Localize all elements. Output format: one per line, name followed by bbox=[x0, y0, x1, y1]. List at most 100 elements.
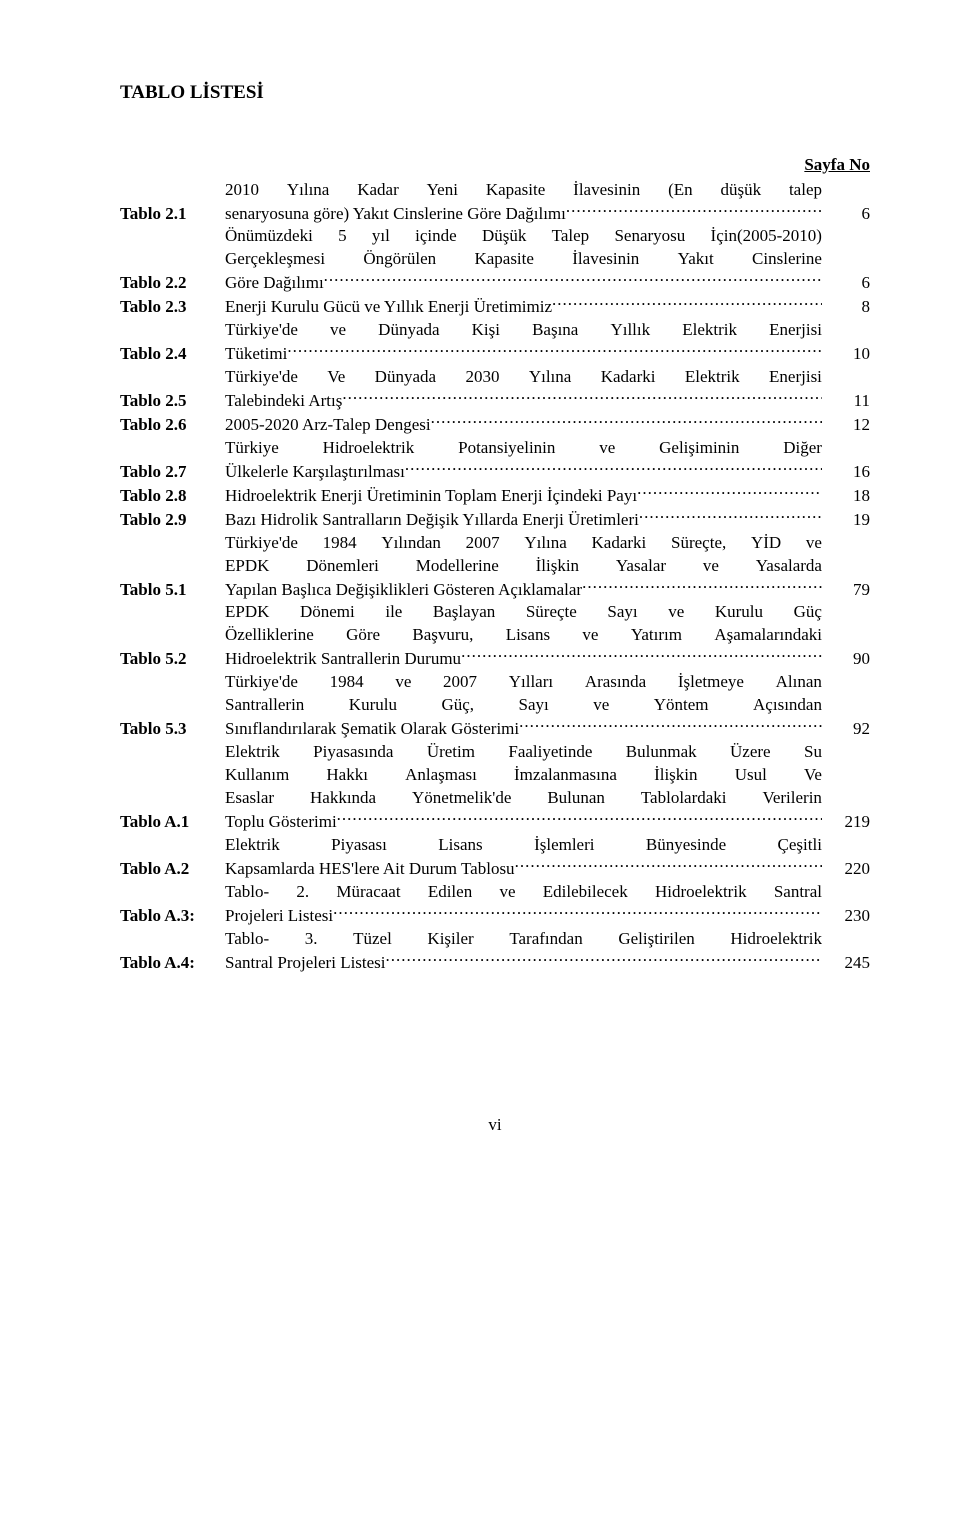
toc-text: ElektrikPiyasasındaÜretimFaaliyetindeBul… bbox=[225, 741, 822, 834]
toc-entry: Tablo 2.12010YılınaKadarYeniKapasiteİlav… bbox=[120, 179, 870, 226]
toc-text: Türkiye'deveDünyadaKişiBaşınaYıllıkElekt… bbox=[225, 319, 822, 366]
toc-line: KullanımHakkıAnlaşmasıİmzalanmasınaİlişk… bbox=[225, 764, 822, 787]
toc-entry: Tablo 5.2EPDKDönemiileBaşlayanSüreçteSay… bbox=[120, 601, 870, 671]
dot-leader bbox=[519, 717, 822, 734]
dot-leader bbox=[461, 647, 822, 664]
toc-line: ElektrikPiyasasındaÜretimFaaliyetindeBul… bbox=[225, 741, 822, 764]
toc-entry: Tablo 2.4Türkiye'deveDünyadaKişiBaşınaYı… bbox=[120, 319, 870, 366]
toc-text: Tablo-3.TüzelKişilerTarafındanGeliştiril… bbox=[225, 928, 822, 975]
toc-page-number: 79 bbox=[822, 579, 870, 602]
toc-entry: Tablo 2.2Önümüzdeki5yıliçindeDüşükTalepS… bbox=[120, 225, 870, 295]
toc-page-number: 11 bbox=[822, 390, 870, 413]
toc-last-text: Yapılan Başlıca Değişiklikleri Gösteren … bbox=[225, 579, 582, 602]
toc-last-text: Hidroelektrik Enerji Üretiminin Toplam E… bbox=[225, 485, 637, 508]
toc-last-text: Santral Projeleri Listesi bbox=[225, 952, 386, 975]
toc-line: ElektrikPiyasasıLisansİşlemleriBünyesind… bbox=[225, 834, 822, 857]
dot-leader bbox=[333, 904, 822, 921]
toc-entry: Tablo A.1 ElektrikPiyasasındaÜretimFaaliy… bbox=[120, 741, 870, 834]
dot-leader bbox=[637, 484, 822, 501]
toc-page-number: 220 bbox=[822, 858, 870, 881]
toc-entry: Tablo 2.3Enerji Kurulu Gücü ve Yıllık En… bbox=[120, 295, 870, 319]
page-footer-number: vi bbox=[120, 1114, 870, 1137]
toc-last-text: Göre Dağılımı bbox=[225, 272, 324, 295]
toc-text: Tablo-2.MüracaatEdilenveEdilebilecekHidr… bbox=[225, 881, 822, 928]
toc-page-number: 16 bbox=[822, 461, 870, 484]
toc-page-number: 6 bbox=[822, 272, 870, 295]
dot-leader bbox=[552, 295, 822, 312]
toc-last-text: Sınıflandırılarak Şematik Olarak Gösteri… bbox=[225, 718, 519, 741]
toc-label: Tablo 5.1 bbox=[120, 579, 225, 602]
dot-leader bbox=[431, 413, 822, 430]
toc-page-number: 230 bbox=[822, 905, 870, 928]
dot-leader bbox=[515, 857, 822, 874]
toc-last-text: Hidroelektrik Santrallerin Durumu bbox=[225, 648, 461, 671]
toc-label: Tablo A.4: bbox=[120, 952, 225, 975]
toc-text: ElektrikPiyasasıLisansİşlemleriBünyesind… bbox=[225, 834, 822, 881]
toc-last-text: 2005-2020 Arz-Talep Dengesi bbox=[225, 414, 431, 437]
toc-label: Tablo 2.6 bbox=[120, 414, 225, 437]
toc-line: EPDKDönemleriModellerineİlişkinYasalarve… bbox=[225, 555, 822, 578]
toc-last-text: Kapsamlarda HES'lere Ait Durum Tablosu bbox=[225, 858, 515, 881]
toc-label: Tablo A.1 bbox=[120, 811, 225, 834]
toc-entry: Tablo 2.7TürkiyeHidroelektrikPotansiyeli… bbox=[120, 437, 870, 484]
toc-text: 2010YılınaKadarYeniKapasiteİlavesinin(En… bbox=[225, 179, 822, 226]
page-no-label: Sayfa No bbox=[120, 154, 870, 177]
toc-entry: Tablo 2.62005-2020 Arz-Talep Dengesi 12 bbox=[120, 413, 870, 437]
toc-entry: Tablo 2.8Hidroelektrik Enerji Üretiminin… bbox=[120, 484, 870, 508]
toc-line: EsaslarHakkındaYönetmelik'deBulunanTablo… bbox=[225, 787, 822, 810]
toc-line: Türkiye'de1984ve2007YıllarıArasındaİşlet… bbox=[225, 671, 822, 694]
toc-text: Türkiye'de1984Yılından2007YılınaKadarkiS… bbox=[225, 532, 822, 602]
toc-label: Tablo 2.2 bbox=[120, 272, 225, 295]
toc-label: Tablo 2.8 bbox=[120, 485, 225, 508]
toc-line: SantrallerinKuruluGüç,SayıveYöntemAçısın… bbox=[225, 694, 822, 717]
toc-last-text: Tüketimi bbox=[225, 343, 287, 366]
toc-text: EPDKDönemiileBaşlayanSüreçteSayıveKurulu… bbox=[225, 601, 822, 671]
dot-leader bbox=[287, 342, 822, 359]
toc-last-text: Toplu Gösterimi bbox=[225, 811, 337, 834]
toc-page-number: 90 bbox=[822, 648, 870, 671]
toc-entry: Tablo A.2ElektrikPiyasasıLisansİşlemleri… bbox=[120, 834, 870, 881]
toc-page-number: 19 bbox=[822, 509, 870, 532]
toc-last-text: senaryosuna göre) Yakıt Cinslerine Göre … bbox=[225, 203, 566, 226]
toc-label: Tablo 2.4 bbox=[120, 343, 225, 366]
toc-text: Önümüzdeki5yıliçindeDüşükTalepSenaryosuİ… bbox=[225, 225, 822, 295]
toc-entry: Tablo 5.3 Türkiye'de1984ve2007YıllarıAras… bbox=[120, 671, 870, 741]
toc-page-number: 12 bbox=[822, 414, 870, 437]
dot-leader bbox=[386, 951, 822, 968]
toc-line: EPDKDönemiileBaşlayanSüreçteSayıveKurulu… bbox=[225, 601, 822, 624]
toc-entry: Tablo A.3:Tablo-2.MüracaatEdilenveEdileb… bbox=[120, 881, 870, 928]
toc-line: ÖzelliklerineGöreBaşvuru,LisansveYatırım… bbox=[225, 624, 822, 647]
toc-label: Tablo 2.5 bbox=[120, 390, 225, 413]
toc-entry: Tablo 2.9Bazı Hidrolik Santralların Deği… bbox=[120, 508, 870, 532]
dot-leader bbox=[324, 271, 822, 288]
page-title: TABLO LİSTESİ bbox=[120, 80, 870, 106]
toc-text: Enerji Kurulu Gücü ve Yıllık Enerji Üret… bbox=[225, 295, 822, 319]
toc-last-text: Talebindeki Artış bbox=[225, 390, 342, 413]
toc-text: TürkiyeHidroelektrikPotansiyelininveGeli… bbox=[225, 437, 822, 484]
toc-page-number: 245 bbox=[822, 952, 870, 975]
toc-page-number: 8 bbox=[822, 296, 870, 319]
toc-page-number: 6 bbox=[822, 203, 870, 226]
toc-page-number: 18 bbox=[822, 485, 870, 508]
toc-line: Tablo-2.MüracaatEdilenveEdilebilecekHidr… bbox=[225, 881, 822, 904]
toc-label: Tablo 2.7 bbox=[120, 461, 225, 484]
toc-text: Türkiye'de1984ve2007YıllarıArasındaİşlet… bbox=[225, 671, 822, 741]
toc-page-number: 219 bbox=[822, 811, 870, 834]
toc-line: Tablo-3.TüzelKişilerTarafındanGeliştiril… bbox=[225, 928, 822, 951]
toc-label: Tablo 2.9 bbox=[120, 509, 225, 532]
toc-last-text: Projeleri Listesi bbox=[225, 905, 333, 928]
toc-text: 2005-2020 Arz-Talep Dengesi bbox=[225, 413, 822, 437]
toc-line: TürkiyeHidroelektrikPotansiyelininveGeli… bbox=[225, 437, 822, 460]
toc-entry: Tablo A.4:Tablo-3.TüzelKişilerTarafından… bbox=[120, 928, 870, 975]
toc-last-text: Enerji Kurulu Gücü ve Yıllık Enerji Üret… bbox=[225, 296, 552, 319]
toc-entry: Tablo 5.1 Türkiye'de1984Yılından2007Yılın… bbox=[120, 532, 870, 602]
dot-leader bbox=[405, 460, 822, 477]
toc-label: Tablo 5.3 bbox=[120, 718, 225, 741]
toc-page-number: 92 bbox=[822, 718, 870, 741]
toc-text: Hidroelektrik Enerji Üretiminin Toplam E… bbox=[225, 484, 822, 508]
dot-leader bbox=[566, 202, 822, 219]
toc-label: Tablo A.3: bbox=[120, 905, 225, 928]
toc-line: Türkiye'de1984Yılından2007YılınaKadarkiS… bbox=[225, 532, 822, 555]
toc-label: Tablo 2.1 bbox=[120, 203, 225, 226]
toc-line: 2010YılınaKadarYeniKapasiteİlavesinin(En… bbox=[225, 179, 822, 202]
